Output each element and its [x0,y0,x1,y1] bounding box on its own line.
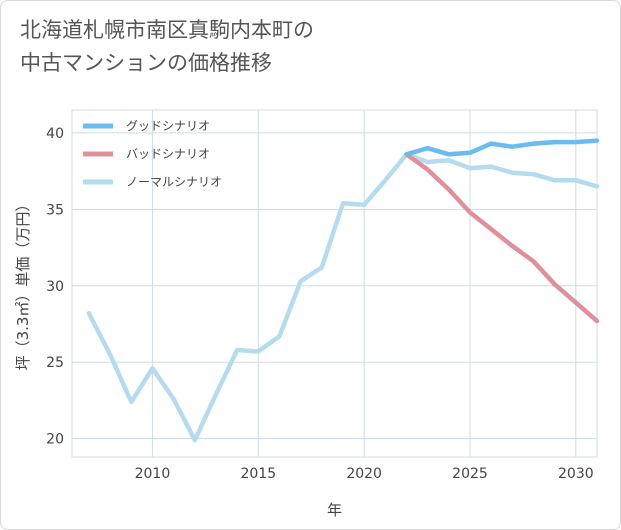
y-tick-label: 40 [46,126,64,142]
series-line-1 [404,152,600,324]
series-line-2 [86,152,600,443]
legend-label-0: グッドシナリオ [126,119,210,133]
x-tick-label: 2020 [346,466,382,482]
plot-frame [71,109,598,458]
series-lines [86,138,600,443]
x-axis-title: 年 [327,501,342,519]
page-title: 北海道札幌市南区真駒内本町の 中古マンションの価格推移 [20,14,314,80]
y-tick-label: 30 [46,279,64,295]
x-tick-label: 2010 [135,466,171,482]
x-tick-label: 2015 [240,466,276,482]
y-tick-label: 25 [46,355,64,371]
y-tick-label: 20 [46,432,64,448]
legend-label-1: バッドシナリオ [126,147,210,161]
x-tick-label: 2025 [452,466,488,482]
y-axis-title: 坪（3.3㎡）単価（万円） [14,197,32,371]
grid [71,109,598,458]
series-line-0 [404,138,600,157]
legend-label-2: ノーマルシナリオ [126,175,222,189]
title-line-2: 中古マンションの価格推移 [20,51,272,75]
x-tick-label: 2030 [558,466,594,482]
title-line-1: 北海道札幌市南区真駒内本町の [20,18,314,42]
y-tick-label: 35 [46,202,64,218]
